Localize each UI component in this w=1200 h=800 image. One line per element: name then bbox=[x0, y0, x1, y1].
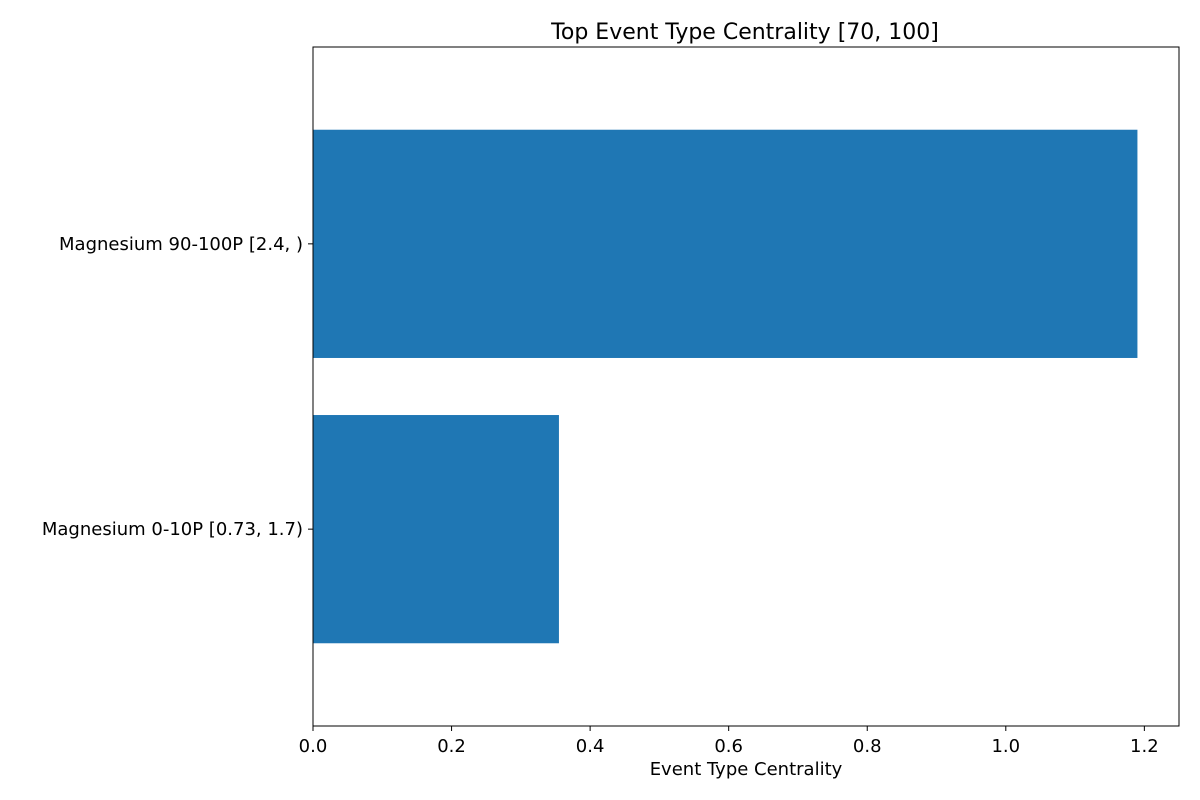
x-tick-label: 0.2 bbox=[437, 736, 466, 757]
plot-frame bbox=[312, 46, 1180, 727]
x-axis: 0.0 0.2 0.4 0.6 0.8 1.0 1.2 bbox=[299, 726, 1159, 757]
x-tick-label: 1.0 bbox=[991, 736, 1020, 757]
bars-layer bbox=[313, 129, 1138, 644]
x-tick-label: 0.8 bbox=[853, 736, 882, 757]
y-tick-label: Magnesium 0-10P [0.73, 1.7) bbox=[42, 519, 303, 540]
bar bbox=[313, 415, 559, 644]
x-tick-label: 1.2 bbox=[1130, 736, 1159, 757]
bar bbox=[313, 129, 1138, 358]
y-tick-label: Magnesium 90-100P [2.4, ) bbox=[59, 234, 303, 255]
x-tick-label: 0.0 bbox=[299, 736, 328, 757]
chart-title: Top Event Type Centrality [70, 100] bbox=[550, 20, 939, 45]
x-tick-label: 0.6 bbox=[714, 736, 743, 757]
x-axis-label: Event Type Centrality bbox=[650, 759, 843, 780]
y-axis: Magnesium 0-10P [0.73, 1.7) Magnesium 90-… bbox=[42, 234, 313, 540]
x-tick-label: 0.4 bbox=[576, 736, 605, 757]
